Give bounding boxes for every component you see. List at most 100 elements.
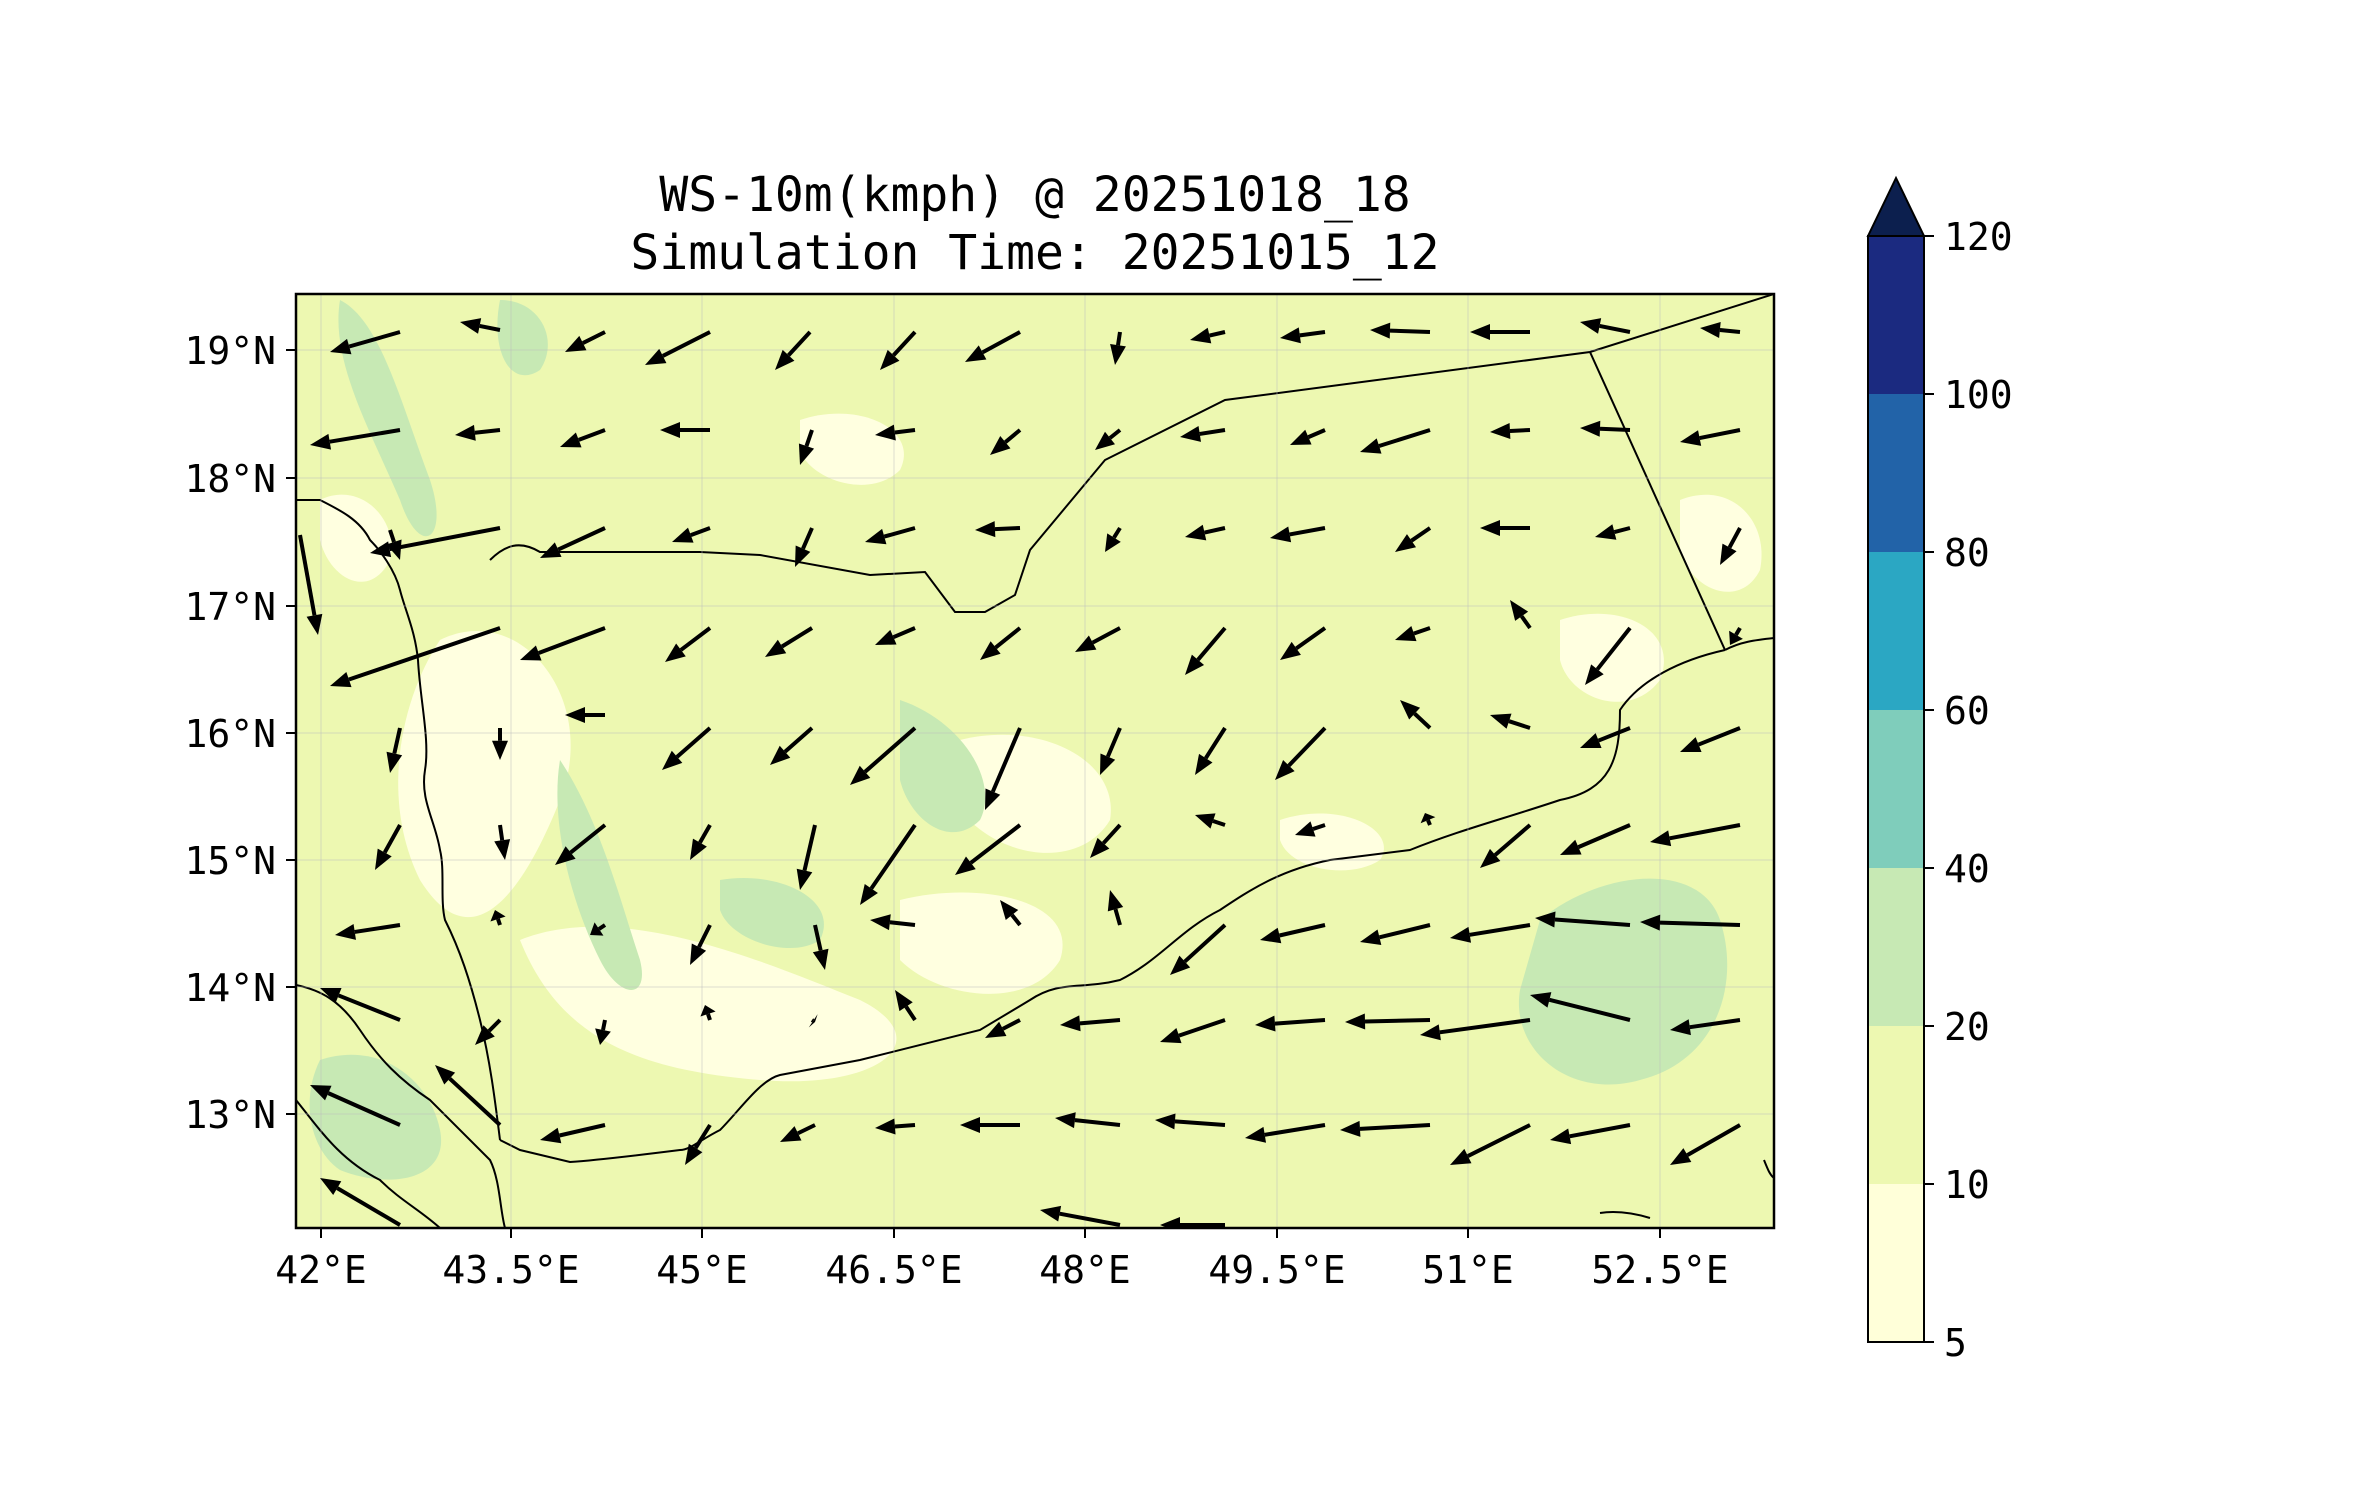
wind-arrow [1420, 1018, 1531, 1041]
high-wind-patch [309, 1054, 442, 1180]
colorbar-tick-label: 80 [1944, 531, 1990, 575]
wind-arrow-shaft [1378, 428, 1431, 448]
wind-arrow [895, 990, 917, 1022]
colorbar-frame [1867, 235, 1925, 1343]
wind-arrow-shaft [802, 824, 817, 871]
wind-arrow-shaft [1091, 626, 1121, 645]
wind-arrow [860, 823, 917, 905]
wind-arrow [1040, 1205, 1121, 1227]
wind-arrow-head [1580, 420, 1601, 437]
wind-arrow-shaft [1183, 923, 1227, 964]
wind-arrow [1370, 322, 1431, 339]
y-tick-label: 19°N [184, 329, 276, 373]
wind-arrow [310, 1085, 401, 1127]
wind-arrow-head [1270, 526, 1292, 543]
wind-arrow-head [1595, 524, 1617, 540]
wind-arrow [1195, 813, 1226, 829]
wind-arrow-head [1700, 322, 1721, 338]
wind-arrow-shaft [783, 726, 814, 754]
low-wind-patch [1680, 494, 1762, 592]
wind-arrow [662, 726, 712, 770]
wind-arrow-head [1420, 1024, 1441, 1041]
wind-arrow-shaft [801, 527, 814, 550]
wind-arrow-shaft [559, 1123, 606, 1138]
wind-arrow-head [875, 424, 896, 441]
wind-arrow-head [775, 349, 795, 370]
wind-arrow-shaft [892, 626, 916, 640]
wind-arrow [875, 424, 916, 441]
wind-arrow [455, 424, 501, 441]
wind-arrow-head [565, 335, 587, 352]
wind-arrow-head [1245, 1126, 1267, 1143]
wind-arrow [1155, 1113, 1226, 1130]
yemen-saudi-border [489, 294, 1774, 613]
wind-arrow-head [1275, 760, 1295, 780]
wind-arrow-shaft [1196, 626, 1227, 662]
wind-arrow-head [1470, 324, 1490, 340]
wind-arrow-head [1280, 327, 1301, 344]
high-wind-patch [497, 300, 548, 376]
wind-arrow-head [980, 641, 1001, 660]
wind-arrow [1107, 890, 1124, 926]
y-tick-label: 14°N [184, 966, 276, 1010]
wind-arrow-head [1180, 426, 1201, 442]
wind-arrow-head [690, 838, 707, 860]
wind-arrow-shaft [1204, 726, 1227, 760]
wind-arrow-head [1110, 344, 1126, 365]
wind-arrow-head [1040, 1205, 1062, 1222]
wind-arrow-shaft [1595, 626, 1632, 671]
wind-arrow-shaft [1508, 719, 1531, 730]
wind-arrow [1185, 626, 1227, 675]
colorbar-tick-label: 60 [1944, 689, 1990, 733]
wind-arrow-head [660, 422, 680, 438]
wind-arrow-shaft [813, 924, 823, 951]
wind-arrow [320, 1178, 402, 1227]
wind-arrow-shaft [991, 727, 1022, 793]
wind-arrow-head [875, 1118, 896, 1135]
wind-arrow-shaft [1274, 1018, 1326, 1026]
x-axis: 42°E 43.5°E 45°E 46.5°E 48°E 49.5°E 51°E… [275, 1228, 1729, 1292]
wind-arrow-shaft [1174, 1119, 1226, 1127]
wind-arrow [775, 330, 812, 370]
wind-arrow [808, 1014, 818, 1028]
wind-arrow-shaft [1299, 330, 1326, 338]
wind-arrow-head [765, 639, 787, 657]
wind-arrow-shaft [1548, 997, 1631, 1022]
wind-arrow-shaft [336, 1186, 402, 1227]
wind-arrow-head [808, 1014, 818, 1028]
wind-arrow [1395, 526, 1432, 552]
wind-arrow [1640, 914, 1741, 931]
wind-arrow-shaft [1734, 626, 1742, 636]
wind-arrow [875, 1118, 916, 1135]
wind-arrow [1490, 423, 1531, 439]
wind-arrow [1245, 1123, 1326, 1143]
wind-arrow [1170, 923, 1227, 975]
wind-arrow-head [1055, 1112, 1076, 1129]
wind-arrow [435, 1065, 502, 1127]
wind-arrow [870, 914, 916, 931]
wind-arrow-shaft [487, 1018, 502, 1033]
colorbar-tick-label: 20 [1944, 1005, 1990, 1049]
wind-arrow [1055, 1112, 1121, 1129]
wind-arrow-shaft [693, 1123, 712, 1150]
wind-arrow-head [1195, 813, 1216, 829]
wind-arrow-shaft [894, 428, 916, 435]
wind-arrow [375, 824, 402, 870]
wind-arrow-shaft [1554, 917, 1631, 927]
colorbar-band-40-60 [1868, 710, 1924, 868]
wind-arrow-shaft [1359, 1123, 1431, 1131]
wind-arrow-head [1370, 322, 1391, 339]
wind-arrow-head [1550, 1128, 1572, 1145]
wind-arrow-shaft [597, 923, 607, 931]
wind-arrow [672, 526, 711, 543]
x-tick-label: 52.5°E [1591, 1248, 1728, 1292]
wind-arrow [1360, 428, 1431, 454]
wind-arrow-head [1255, 1015, 1276, 1032]
wind-arrow-head [672, 527, 694, 543]
wind-arrow-shaft [981, 330, 1021, 355]
wind-arrow [985, 1018, 1021, 1038]
wind-arrow-head [1195, 753, 1213, 775]
wind-arrow-head [875, 629, 897, 645]
wind-arrow-head [1095, 431, 1115, 450]
wind-arrow-shaft [538, 626, 606, 655]
